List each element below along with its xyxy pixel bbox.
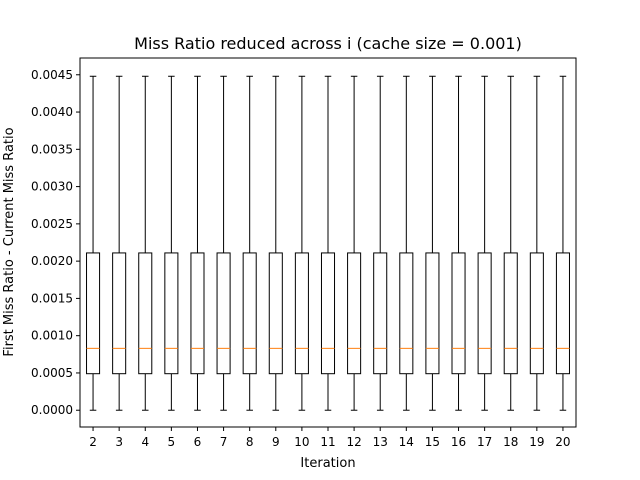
box-17 bbox=[477, 75, 492, 411]
iqr-box bbox=[86, 252, 101, 375]
iqr-box bbox=[555, 252, 570, 375]
x-tick-label: 4 bbox=[141, 435, 149, 449]
y-tick-label: 0.0005 bbox=[31, 366, 73, 380]
box-15 bbox=[425, 75, 440, 411]
box-11 bbox=[320, 75, 336, 411]
chart-title: Miss Ratio reduced across i (cache size … bbox=[134, 34, 522, 53]
y-tick-label: 0.0030 bbox=[31, 180, 73, 194]
x-tick-label: 2 bbox=[89, 435, 97, 449]
x-axis: 2 3 4 5 6 7 8 9 10 11 12 13 14 15 16 17 18 19 20 bbox=[89, 427, 571, 449]
x-tick-label: 20 bbox=[555, 435, 570, 449]
box-13 bbox=[373, 75, 388, 411]
box-9 bbox=[268, 75, 283, 411]
iqr-box bbox=[190, 252, 205, 375]
x-tick-label: 9 bbox=[272, 435, 280, 449]
iqr-box bbox=[242, 252, 257, 375]
box-8 bbox=[242, 75, 257, 411]
iqr-box bbox=[529, 252, 544, 375]
x-tick-label: 7 bbox=[220, 435, 228, 449]
y-tick-label: 0.0010 bbox=[31, 329, 73, 343]
x-tick-label: 18 bbox=[503, 435, 518, 449]
iqr-box bbox=[451, 252, 466, 375]
x-axis-label: Iteration bbox=[300, 456, 355, 471]
iqr-box bbox=[503, 252, 518, 375]
x-tick-label: 8 bbox=[246, 435, 254, 449]
y-axis-label: First Miss Ratio - Current Miss Ratio bbox=[2, 127, 17, 356]
box-10 bbox=[294, 75, 309, 411]
x-tick-label: 14 bbox=[399, 435, 414, 449]
y-tick-label: 0.0015 bbox=[31, 291, 73, 305]
iqr-box bbox=[216, 252, 231, 375]
box-14 bbox=[399, 75, 414, 411]
iqr-box bbox=[373, 252, 388, 375]
x-tick-label: 13 bbox=[373, 435, 388, 449]
iqr-box bbox=[320, 252, 336, 375]
x-tick-label: 6 bbox=[194, 435, 202, 449]
box-16 bbox=[451, 75, 466, 411]
x-tick-label: 17 bbox=[477, 435, 492, 449]
x-tick-label: 15 bbox=[425, 435, 440, 449]
y-tick-label: 0.0045 bbox=[31, 68, 73, 82]
x-tick-label: 12 bbox=[346, 435, 361, 449]
iqr-box bbox=[294, 252, 309, 375]
box-4 bbox=[138, 75, 153, 411]
box-18 bbox=[503, 75, 518, 411]
iqr-box bbox=[112, 252, 127, 375]
x-tick-label: 11 bbox=[320, 435, 335, 449]
y-tick-label: 0.0000 bbox=[31, 403, 73, 417]
iqr-box bbox=[164, 252, 179, 375]
x-tick-label: 16 bbox=[451, 435, 466, 449]
iqr-box bbox=[399, 252, 414, 375]
box-19 bbox=[529, 75, 544, 411]
box-2 bbox=[86, 75, 101, 411]
x-tick-label: 10 bbox=[294, 435, 309, 449]
x-tick-label: 3 bbox=[115, 435, 123, 449]
iqr-box bbox=[138, 252, 153, 375]
y-tick-label: 0.0035 bbox=[31, 142, 73, 156]
box-7 bbox=[216, 75, 231, 411]
y-tick-label: 0.0025 bbox=[31, 217, 73, 231]
box-3 bbox=[112, 75, 127, 411]
iqr-box bbox=[347, 252, 362, 375]
x-tick-label: 5 bbox=[168, 435, 176, 449]
box-20 bbox=[555, 75, 570, 411]
plot-frame bbox=[79, 57, 577, 428]
box-5 bbox=[164, 75, 179, 411]
box-12 bbox=[347, 75, 362, 411]
iqr-box bbox=[425, 252, 440, 375]
y-axis: 0.0000 0.0005 0.0010 0.0015 0.0020 0.0025 0.00… bbox=[31, 68, 80, 417]
box-6 bbox=[190, 75, 205, 411]
iqr-box bbox=[477, 252, 492, 375]
x-tick-label: 19 bbox=[529, 435, 544, 449]
boxes-layer bbox=[86, 75, 570, 411]
y-tick-label: 0.0020 bbox=[31, 254, 73, 268]
iqr-box bbox=[268, 252, 283, 375]
y-tick-label: 0.0040 bbox=[31, 105, 73, 119]
